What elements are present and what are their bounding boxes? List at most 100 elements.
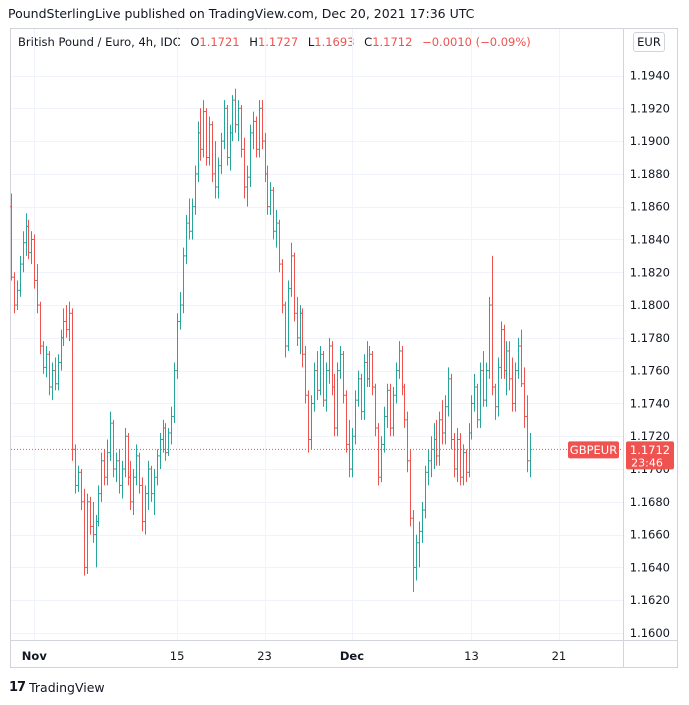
high-label: H (249, 35, 258, 49)
ohlc-bar (339, 346, 342, 379)
ohlc-bar (389, 383, 392, 437)
ohlc-bar (368, 346, 371, 388)
ohlc-bar (144, 485, 147, 535)
ohlc-bar (336, 362, 339, 437)
ohlc-bar (488, 296, 491, 379)
ohlc-bar (441, 400, 444, 445)
low-value: 1.1693 (314, 35, 355, 49)
ohlc-bar (406, 411, 409, 473)
ohlc-bar (217, 157, 220, 199)
ohlc-bar (167, 428, 170, 456)
ohlc-bar (80, 469, 83, 511)
y-tick-label: 1.1620 (630, 593, 670, 607)
ohlc-bar (313, 362, 316, 412)
ohlc-bar (272, 187, 275, 240)
close-value: 1.1712 (372, 35, 413, 49)
ohlc-bar (164, 423, 167, 461)
ohlc-bar (249, 124, 252, 187)
ohlc-bar (459, 432, 462, 486)
ohlc-bar (191, 198, 194, 240)
ohlc-bar (453, 432, 456, 478)
ohlc-bar (322, 350, 325, 407)
ohlc-bar (430, 436, 433, 478)
y-tick-label: 1.1920 (630, 101, 670, 115)
ohlc-bar (412, 510, 415, 593)
ohlc-bar (240, 105, 243, 158)
ohlc-bar (57, 354, 60, 391)
y-tick-label: 1.1660 (630, 528, 670, 542)
ohlc-bar (115, 452, 118, 483)
ohlc-bar (357, 370, 360, 407)
ohlc-bar (363, 354, 366, 420)
currency-button[interactable]: EUR (633, 32, 665, 52)
ohlc-bar (223, 100, 226, 150)
ohlc-bar (95, 514, 98, 568)
ohlc-bar (65, 305, 68, 338)
ohlc-bar (328, 337, 331, 384)
ohlc-legend: British Pound / Euro, 4h, IDC O1.1721 H1… (18, 35, 531, 49)
x-tick-label: Dec (340, 649, 364, 663)
ohlc-bar (30, 231, 33, 265)
ohlc-bar (386, 383, 389, 429)
ohlc-bar (129, 460, 132, 511)
ohlc-bar (68, 301, 71, 342)
ohlc-bar (415, 534, 418, 581)
y-tick-label: 1.1740 (630, 396, 670, 410)
y-tick-label: 1.1860 (630, 200, 670, 214)
ohlc-bar (435, 419, 438, 466)
ohlc-bar (54, 357, 57, 391)
ohlc-bar (456, 428, 459, 483)
ohlc-bar (269, 182, 272, 215)
ohlc-bar (424, 465, 427, 519)
ohlc-bar (112, 419, 115, 478)
ohlc-bar (39, 301, 42, 355)
ohlc-bar (194, 165, 197, 215)
ohlc-bar (243, 137, 246, 199)
ohlc-bar (444, 395, 447, 445)
ohlc-bar (74, 444, 77, 494)
y-tick-label: 1.1840 (630, 232, 670, 246)
change-value: −0.0010 (−0.09%) (422, 35, 531, 49)
y-tick-label: 1.1780 (630, 331, 670, 345)
ohlc-bar (255, 116, 258, 158)
ohlc-bar (427, 449, 430, 486)
ohlc-bar (179, 291, 182, 330)
y-tick-label: 1.1680 (630, 495, 670, 509)
ohlc-bar (421, 501, 424, 543)
ohlc-bar (97, 485, 100, 527)
ohlc-bar (51, 362, 54, 401)
x-tick-label: 13 (464, 649, 479, 663)
ohlc-bar (433, 423, 436, 470)
ohlc-bar (523, 367, 526, 429)
ohlc-bar (205, 108, 208, 166)
ohlc-bar (234, 88, 237, 133)
ohlc-bar (42, 341, 45, 374)
ohlc-bar (529, 432, 532, 478)
ohlc-bar (92, 501, 95, 543)
ohlc-bar (13, 272, 16, 314)
ohlc-bar (342, 350, 345, 404)
y-tick-label: 1.1900 (630, 134, 670, 148)
tradingview-logo-icon: 17 (9, 680, 26, 695)
ohlc-bar (287, 280, 290, 351)
ohlc-bar (479, 362, 482, 429)
y-tick-label: 1.1760 (630, 364, 670, 378)
ohlc-bar (366, 341, 369, 388)
brand-name: TradingView (29, 680, 105, 695)
ohlc-bar (473, 373, 476, 412)
ohlc-bar (296, 296, 299, 347)
ohlc-bar (22, 231, 25, 273)
ohlc-bar (188, 198, 191, 240)
ohlc-bar (109, 411, 112, 461)
ohlc-bar (121, 460, 124, 499)
ohlc-bar (511, 357, 514, 412)
open-label: O (190, 35, 200, 49)
ohlc-bar (135, 444, 138, 486)
high-value: 1.1727 (257, 35, 299, 49)
ohlc-bar (345, 390, 348, 453)
ohlc-bar (278, 219, 281, 273)
ohlc-bar (36, 264, 39, 314)
ohlc-bar (118, 449, 121, 494)
ohlc-bar (284, 301, 287, 358)
